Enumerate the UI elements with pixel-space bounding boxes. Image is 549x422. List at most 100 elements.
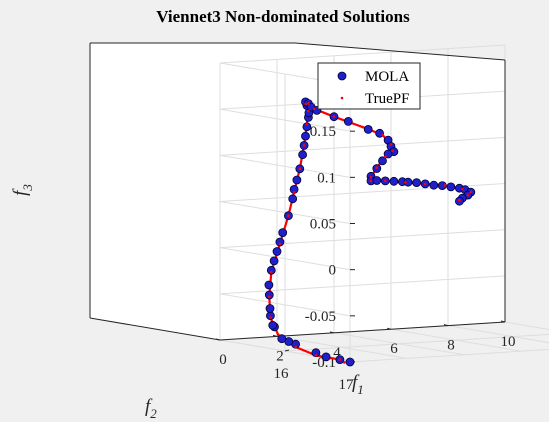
- floor-plane: [90, 305, 505, 340]
- truepf-point: [270, 270, 273, 274]
- mola-point: [275, 237, 285, 247]
- x-tick-label: 0: [219, 352, 227, 368]
- mola-point: [298, 150, 308, 160]
- mola-markers: [264, 97, 476, 367]
- z-tick-label: 0.15: [310, 124, 336, 140]
- x-tick-mark: [329, 331, 335, 334]
- truepf-point: [302, 144, 306, 147]
- svg-text:f3: f3: [10, 184, 35, 196]
- truepf-point: [369, 175, 373, 179]
- truepf-markers: [268, 102, 473, 364]
- truepf-point: [278, 242, 282, 246]
- truepf-point: [361, 125, 364, 129]
- axes: [89, 42, 506, 341]
- mola-point: [278, 228, 288, 238]
- x-tick-label: 2: [276, 348, 284, 364]
- mola-point: [265, 304, 275, 313]
- truepf-point: [384, 155, 387, 159]
- z-tick-label: -0.05: [305, 309, 336, 325]
- y-tick-label: 16: [274, 366, 290, 382]
- x-gridline: [504, 45, 549, 330]
- z-tick-label: 0.1: [317, 170, 336, 186]
- truepf-point: [375, 166, 379, 169]
- legend-mola-marker: [337, 71, 347, 81]
- legend-box: [317, 62, 421, 110]
- x-tick-mark: [215, 338, 221, 341]
- truepf-point: [343, 361, 346, 364]
- mola-point: [266, 265, 276, 275]
- truepf-point: [384, 179, 387, 183]
- x-tick-label: 6: [390, 341, 398, 357]
- truepf-point: [307, 102, 310, 105]
- legend: MOLA TruePF: [317, 62, 421, 110]
- truepf-point: [304, 102, 307, 106]
- mola-point: [288, 194, 298, 204]
- x-axis-label-main: f: [352, 372, 360, 393]
- truepf-point: [292, 190, 296, 194]
- mola-point: [264, 280, 274, 290]
- mola-point: [345, 357, 355, 367]
- mola-point: [272, 247, 282, 256]
- y-axis-label: f2: [145, 396, 157, 421]
- truepf-point: [389, 143, 393, 146]
- x-tick-mark: [500, 320, 506, 323]
- mola-point: [277, 334, 287, 344]
- legend-truepf-label: TruePF: [365, 91, 409, 107]
- y-axis-line: [89, 317, 221, 341]
- truepf-point: [458, 198, 461, 202]
- truepf-point: [298, 167, 302, 171]
- mola-point: [264, 290, 274, 300]
- mola-point: [321, 352, 331, 362]
- x-axis-label-sub: 1: [357, 382, 364, 397]
- mola-point: [372, 176, 382, 185]
- x-tick-mark: [386, 327, 392, 330]
- truepf-point: [305, 122, 309, 126]
- mola-point: [389, 176, 399, 186]
- truepf-point: [404, 181, 407, 184]
- truepf-point: [391, 149, 394, 153]
- truepf-point: [469, 190, 473, 194]
- mola-point: [378, 156, 387, 166]
- svg-text:f1: f1: [352, 372, 364, 397]
- z-axis-label-main: f: [10, 188, 31, 196]
- truepf-point: [268, 295, 271, 299]
- mola-point: [311, 348, 321, 358]
- box-top-right-edge: [294, 42, 506, 61]
- truepf-point: [312, 107, 316, 111]
- mola-point: [446, 182, 456, 192]
- mola-point: [343, 117, 353, 126]
- chart-title: Viennet3 Non-dominated Solutions: [156, 7, 410, 26]
- truepf-point: [332, 115, 336, 118]
- truepf-point: [338, 358, 342, 361]
- z-axis-label: f3: [10, 184, 35, 196]
- mola-point: [363, 124, 373, 134]
- legend-mola-label: MOLA: [365, 69, 409, 85]
- truepf-point: [466, 193, 470, 197]
- truepf-point: [276, 333, 280, 336]
- x-tick-mark: [443, 324, 449, 327]
- truepf-point: [369, 179, 373, 183]
- truepf-point: [294, 345, 297, 349]
- truepf-point: [287, 214, 290, 217]
- z-tick-label: -0.1: [312, 355, 336, 371]
- mola-point: [292, 175, 302, 185]
- mola-point: [429, 180, 439, 190]
- truepf-point: [443, 184, 447, 187]
- y-tick-mark: [284, 349, 290, 352]
- svg-text:f2: f2: [145, 396, 157, 421]
- y-axis-label-main: f: [145, 396, 153, 417]
- truepf-point: [269, 316, 272, 319]
- truepf-point: [381, 133, 384, 137]
- legend-truepf-marker: [340, 96, 344, 100]
- z-axis-label-sub: 3: [20, 184, 35, 192]
- x-tick-label: 4: [333, 345, 341, 361]
- truepf-point: [314, 354, 318, 357]
- x-tick-labels: 0 2 4 6 8 10: [215, 320, 516, 368]
- mola-point: [412, 178, 422, 188]
- mola-point: [269, 256, 279, 266]
- mola-point: [268, 320, 278, 330]
- x-axis-line: [219, 321, 506, 341]
- z-tick-label: 0: [329, 263, 337, 279]
- y-axis-label-sub: 2: [150, 406, 157, 421]
